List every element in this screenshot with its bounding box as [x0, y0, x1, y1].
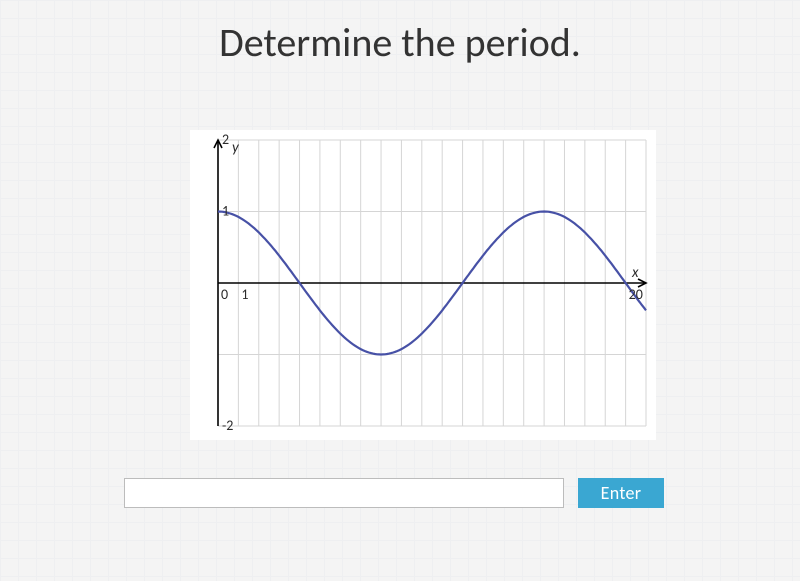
period-chart: 0120-212xy — [190, 130, 656, 440]
answer-row: Enter — [124, 478, 664, 508]
page-title: Determine the period. — [0, 18, 800, 67]
chart-svg: 0120-212xy — [190, 130, 656, 440]
answer-input[interactable] — [124, 478, 564, 508]
svg-text:1: 1 — [222, 203, 229, 220]
enter-button[interactable]: Enter — [578, 478, 664, 508]
svg-text:2: 2 — [222, 131, 229, 148]
svg-text:20: 20 — [629, 286, 643, 303]
svg-text:-2: -2 — [222, 417, 233, 434]
svg-text:0: 0 — [221, 286, 228, 303]
svg-text:1: 1 — [241, 286, 248, 303]
svg-text:x: x — [631, 264, 639, 282]
